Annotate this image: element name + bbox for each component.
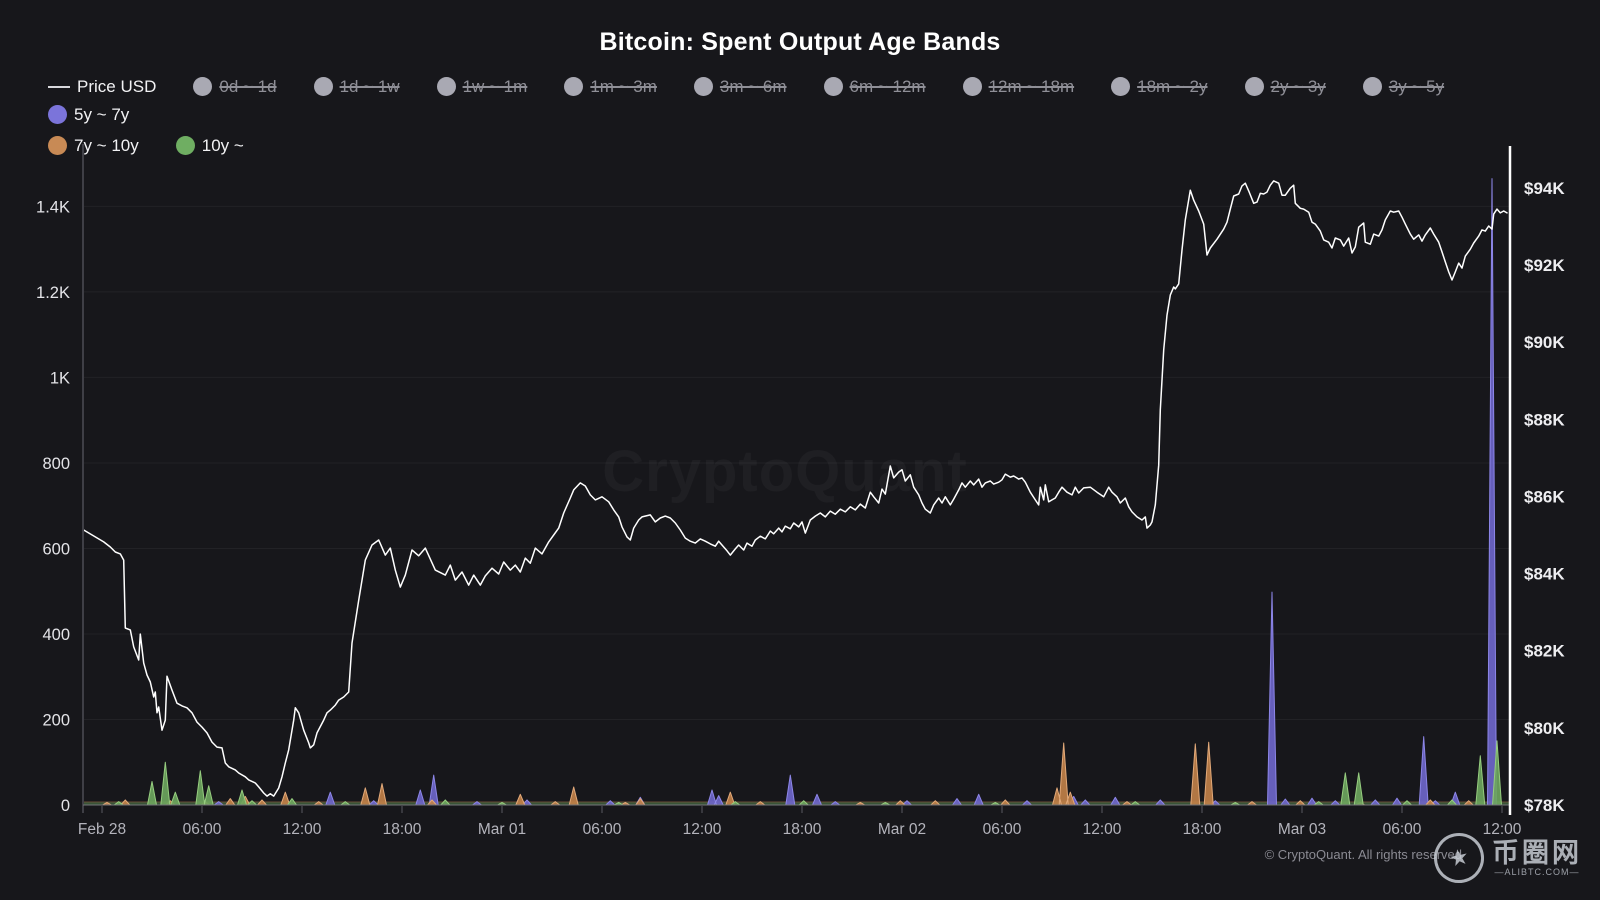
left-axis-label: 1.4K [36, 198, 70, 216]
legend-item-0d-1d[interactable]: 0d ~ 1d [193, 74, 277, 99]
legend-dot-icon [1244, 77, 1264, 96]
legend-dot-icon [313, 77, 333, 96]
baseline-strip-orange [83, 801, 1510, 803]
left-axis-label: 600 [42, 540, 70, 558]
alibtc-logo-icon: ★ [1429, 828, 1489, 888]
alibtc-watermark: ★ 币圈网 —ALIBTC.COM— [1429, 828, 1582, 888]
legend-item-12m-18m[interactable]: 12m ~ 18m [962, 74, 1075, 99]
left-axis-label: 200 [42, 711, 70, 729]
legend-item-1m-3m[interactable]: 1m ~ 3m [564, 74, 657, 99]
series-area-7y-10y [82, 741, 1511, 806]
legend-item-label: 1w ~ 1m [462, 77, 528, 96]
price-usd-line [82, 180, 1508, 797]
right-axis-label: $88K [1524, 410, 1565, 429]
legend-dot-icon [193, 77, 213, 96]
right-axis-label: $94K [1524, 179, 1565, 198]
x-axis-label: 06:00 [983, 821, 1022, 838]
left-axis-label: 0 [61, 797, 70, 815]
legend-dot-icon [962, 77, 982, 96]
legend-item-label: 3m ~ 6m [719, 77, 787, 96]
right-axis-label: $84K [1524, 565, 1565, 584]
legend-item-label: 6m ~ 12m [849, 77, 926, 96]
legend-item-3m-6m[interactable]: 3m ~ 6m [693, 74, 787, 99]
x-axis-label: 12:00 [1083, 821, 1122, 838]
x-axis-label: 12:00 [283, 821, 322, 838]
legend-item-price-usd[interactable]: Price USD [48, 74, 156, 99]
x-axis-label: Mar 01 [478, 821, 526, 838]
x-axis-label: 06:00 [583, 821, 622, 838]
x-axis-label: 18:00 [783, 821, 822, 838]
legend-item-label: 3y ~ 5y [1388, 77, 1445, 96]
x-axis-label: 18:00 [1183, 821, 1222, 838]
legend-item-label: Price USD [77, 77, 157, 96]
legend: Price USD 0d ~ 1d 1d ~ 1w 1w ~ 1m 1m ~ 3m 3m … [48, 74, 1548, 158]
legend-item-label: 7y ~ 10y [74, 136, 139, 155]
legend-item-label: 2y ~ 3y [1270, 77, 1326, 96]
right-axis-label: $80K [1524, 719, 1565, 738]
right-axis-label: $92K [1524, 256, 1565, 275]
legend-item-label: 1d ~ 1w [339, 77, 400, 96]
x-axis-label: 06:00 [1383, 821, 1422, 838]
left-axis-label: 800 [42, 455, 70, 473]
page-title: Bitcoin: Spent Output Age Bands [599, 28, 1001, 56]
legend-item-label: 5y ~ 7y [74, 105, 130, 124]
left-axis-label: 1.2K [36, 284, 70, 302]
alibtc-logo-cn: 币圈网 [1492, 838, 1582, 868]
legend-dot-icon [436, 77, 456, 96]
legend-item-10y-[interactable]: 10y ~ [175, 133, 244, 158]
legend-dot-icon [48, 136, 67, 155]
right-axis-label: $86K [1524, 487, 1565, 506]
right-axis-label: $78K [1524, 796, 1565, 815]
legend-item-5y-7y[interactable]: 5y ~ 7y [48, 102, 129, 127]
legend-item-3y-5y[interactable]: 3y ~ 5y [1362, 74, 1445, 99]
legend-dot-icon [1362, 77, 1382, 96]
legend-item-7y-10y[interactable]: 7y ~ 10y [48, 133, 139, 158]
legend-item-label: 10y ~ [201, 136, 244, 155]
legend-item-label: 0d ~ 1d [219, 77, 277, 96]
legend-item-1w-1m[interactable]: 1w ~ 1m [436, 74, 528, 99]
x-axis-label: 06:00 [183, 821, 222, 838]
legend-dot-icon [48, 105, 67, 124]
x-axis-label: 12:00 [683, 821, 722, 838]
x-axis-label: 12:00 [1483, 821, 1522, 838]
legend-item-label: 12m ~ 18m [988, 77, 1075, 96]
baseline-strip-green [83, 802, 1510, 805]
legend-item-label: 18m ~ 2y [1137, 77, 1208, 96]
legend-dot-icon [564, 77, 584, 96]
legend-item-6m-12m[interactable]: 6m ~ 12m [823, 74, 926, 99]
legend-item-1d-1w[interactable]: 1d ~ 1w [313, 74, 400, 99]
alibtc-logo-sub: —ALIBTC.COM— [1494, 867, 1580, 877]
copyright-text: © CryptoQuant. All rights reserved [1264, 847, 1462, 862]
legend-item-label: 1m ~ 3m [590, 77, 657, 96]
legend-item-2y-3y[interactable]: 2y ~ 3y [1244, 74, 1326, 99]
legend-dot-icon [693, 77, 713, 96]
right-axis-label: $82K [1524, 642, 1565, 661]
x-axis-label: Mar 03 [1278, 821, 1326, 838]
legend-dot-icon [823, 77, 843, 96]
legend-dot-icon [1111, 77, 1131, 96]
x-axis-label: 18:00 [383, 821, 422, 838]
x-axis-label: Mar 02 [878, 821, 926, 838]
x-axis-label: Feb 28 [78, 821, 126, 838]
left-axis-label: 1K [50, 369, 70, 387]
series-area-10y- [82, 740, 1511, 806]
right-axis-label: $90K [1524, 333, 1565, 352]
legend-item-18m-2y[interactable]: 18m ~ 2y [1111, 74, 1208, 99]
legend-dot-icon [175, 136, 195, 155]
left-axis-label: 400 [42, 626, 70, 644]
price-line-swatch-icon [48, 85, 70, 88]
